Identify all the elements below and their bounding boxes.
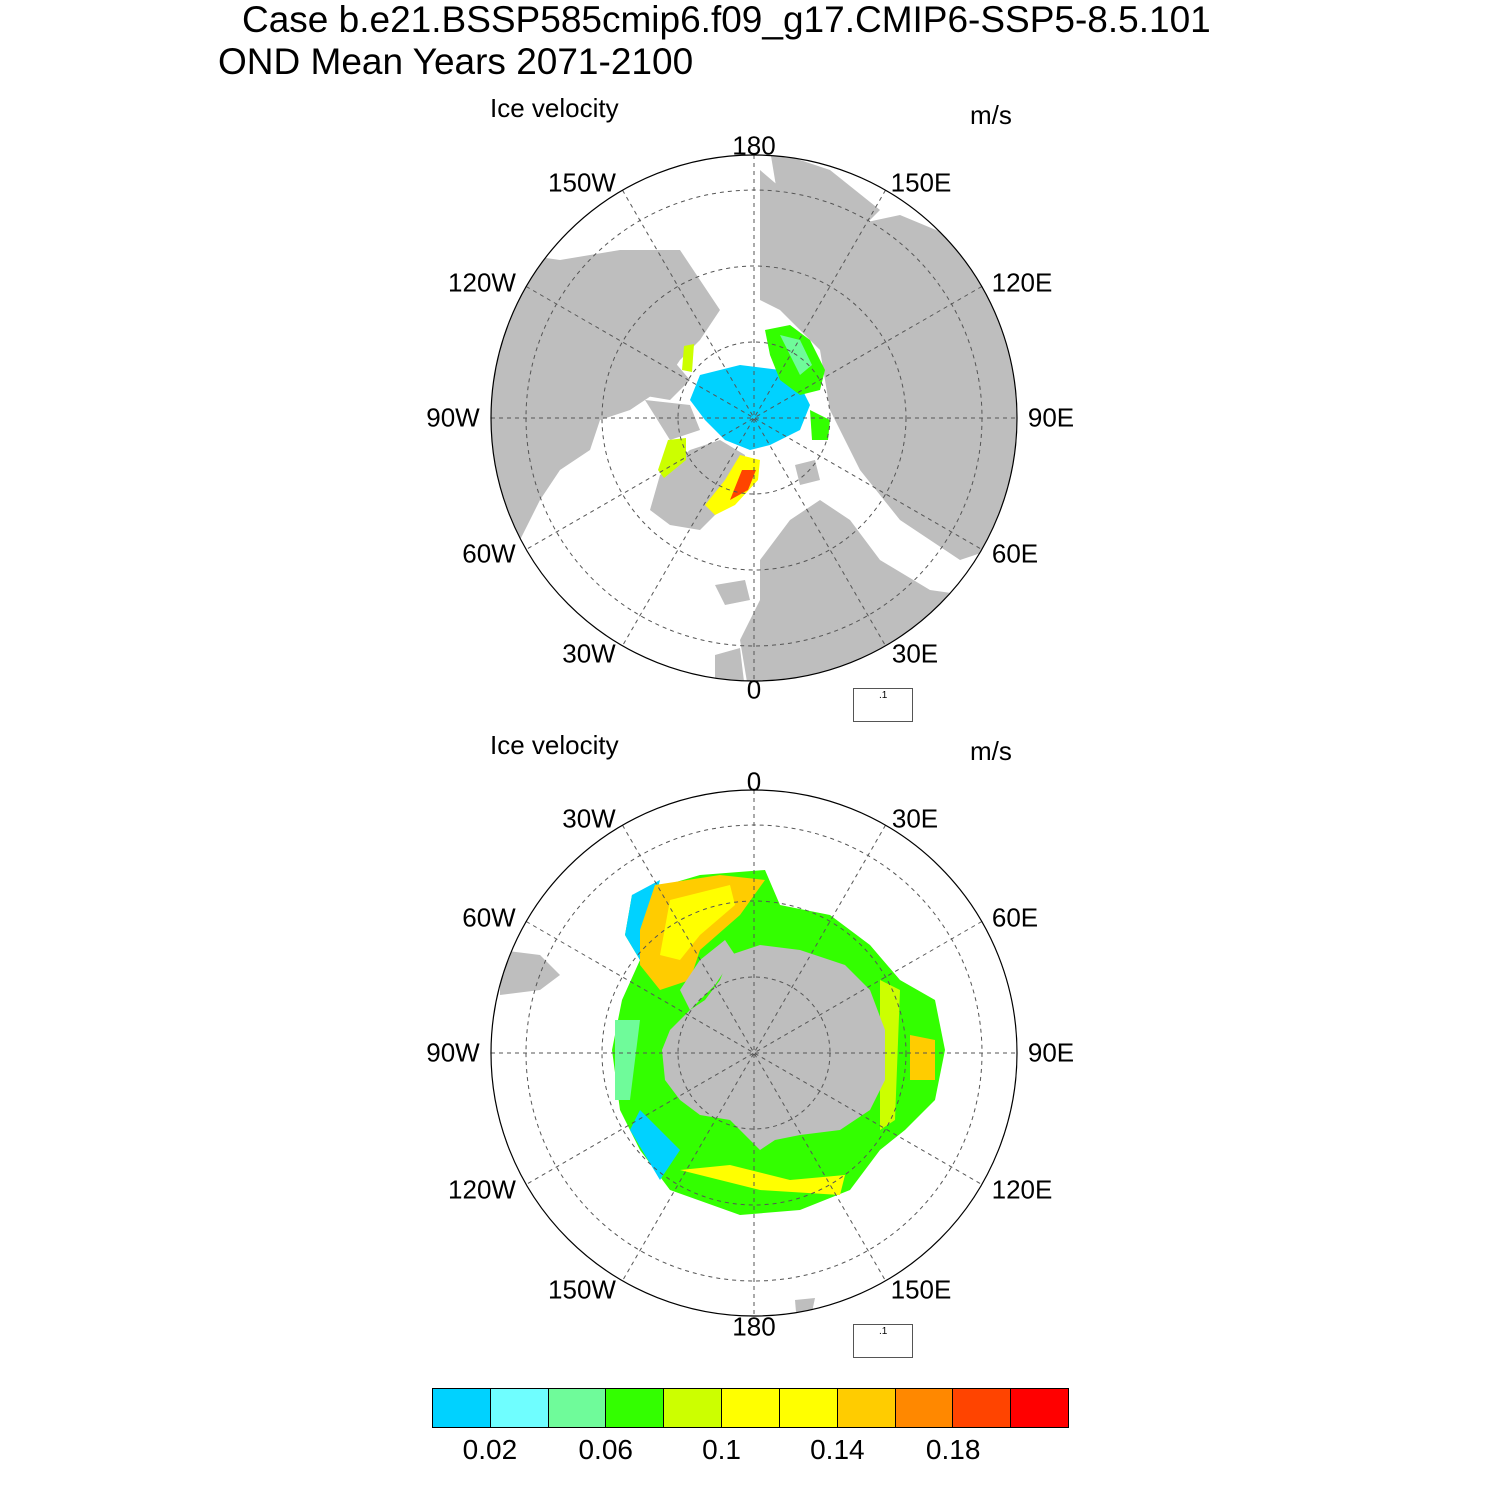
south-lon-label-top: 0 bbox=[746, 766, 762, 797]
colorbar-label: 0.18 bbox=[925, 1434, 981, 1465]
north-map-border bbox=[490, 154, 1018, 682]
south-ref-vector-value: .1 bbox=[879, 1326, 888, 1337]
south-panel-label: Ice velocity bbox=[490, 730, 619, 760]
south-lon-label-right-upper: 60E bbox=[991, 902, 1039, 933]
south-lon-label-right-lower: 120E bbox=[991, 1174, 1053, 1205]
south-lon-label-bottom-left: 150W bbox=[548, 1274, 616, 1305]
colorbar-segment-10 bbox=[1011, 1389, 1068, 1427]
north-lon-label-right: 90E bbox=[1027, 402, 1075, 433]
colorbar-segment-2 bbox=[548, 1389, 607, 1427]
north-lon-label-top-right: 150E bbox=[890, 167, 952, 198]
north-lon-label-bottom: 0 bbox=[746, 674, 762, 705]
colorbar-segment-7 bbox=[837, 1389, 896, 1427]
south-lon-label-bottom-right: 150E bbox=[890, 1274, 952, 1305]
colorbar-segment-4 bbox=[664, 1389, 723, 1427]
north-lon-label-right-lower: 60E bbox=[991, 538, 1039, 569]
colorbar-segment-1 bbox=[490, 1389, 549, 1427]
colorbar bbox=[432, 1388, 1069, 1428]
colorbar-segment-8 bbox=[895, 1389, 954, 1427]
north-lon-label-left-upper: 120W bbox=[448, 267, 516, 298]
south-polar-map bbox=[490, 789, 1018, 1317]
colorbar-label: 0.02 bbox=[462, 1434, 518, 1465]
north-lon-label-top: 180 bbox=[732, 130, 776, 161]
colorbar-segment-5 bbox=[722, 1389, 780, 1427]
north-graticule bbox=[491, 155, 1017, 681]
south-lon-label-left-upper: 60W bbox=[462, 902, 516, 933]
title-line-1: Case b.e21.BSSP585cmip6.f09_g17.CMIP6-SS… bbox=[242, 0, 1211, 40]
north-lon-label-left-lower: 60W bbox=[462, 538, 516, 569]
colorbar-segment-6 bbox=[779, 1389, 838, 1427]
south-lon-label-top-right: 30E bbox=[891, 803, 939, 834]
north-panel-label: Ice velocity bbox=[490, 93, 619, 123]
north-lon-label-left: 90W bbox=[426, 402, 480, 433]
south-graticule bbox=[491, 790, 1017, 1316]
south-ref-vector-box: .1 bbox=[853, 1324, 913, 1358]
colorbar-segment-0 bbox=[433, 1389, 491, 1427]
north-lon-label-bottom-right: 30E bbox=[891, 638, 939, 669]
north-lon-label-bottom-left: 30W bbox=[562, 638, 616, 669]
north-lon-label-top-left: 150W bbox=[548, 167, 616, 198]
north-ref-vector-value: .1 bbox=[879, 690, 888, 701]
colorbar-segment-9 bbox=[953, 1389, 1012, 1427]
north-panel-units: m/s bbox=[970, 100, 1012, 130]
south-lon-label-top-left: 30W bbox=[562, 803, 616, 834]
south-map-border bbox=[490, 789, 1018, 1317]
north-polar-map bbox=[490, 154, 1018, 682]
south-panel-units: m/s bbox=[970, 736, 1012, 766]
south-lon-label-left-lower: 120W bbox=[448, 1174, 516, 1205]
colorbar-label: 0.06 bbox=[578, 1434, 633, 1465]
colorbar-label: 0.14 bbox=[810, 1434, 865, 1465]
north-lon-label-right-upper: 120E bbox=[991, 267, 1053, 298]
south-lon-label-left: 90W bbox=[426, 1037, 480, 1068]
south-lon-label-right: 90E bbox=[1027, 1037, 1075, 1068]
colorbar-segment-3 bbox=[606, 1389, 665, 1427]
south-lon-label-bottom: 180 bbox=[732, 1311, 776, 1342]
title-line-2: OND Mean Years 2071-2100 bbox=[218, 41, 694, 82]
colorbar-label: 0.1 bbox=[702, 1434, 741, 1465]
north-ref-vector-box: .1 bbox=[853, 688, 913, 722]
